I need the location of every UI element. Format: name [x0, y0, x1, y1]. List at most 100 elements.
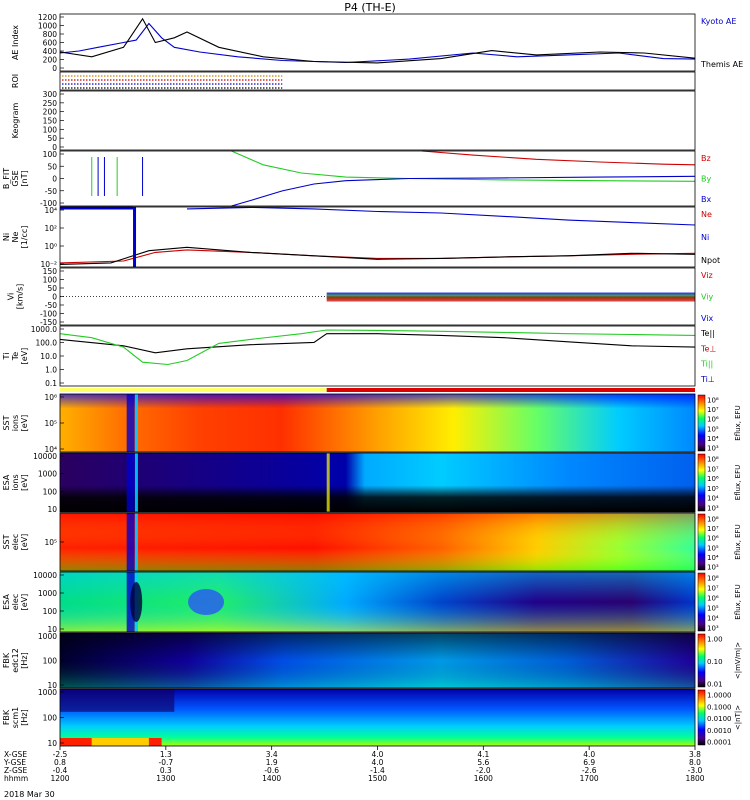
fbk-scm1-spectrogram: [60, 689, 695, 746]
b-fgs-yticks: 100 50 0 -50 -100: [40, 150, 64, 208]
sst-ions-feature-band: [134, 394, 138, 452]
fbk-scm1-yticks: 1000 100 10: [38, 688, 64, 748]
esa-ions-colorbar-tick: 10⁶: [707, 475, 719, 483]
density-line-ni: [186, 206, 696, 226]
fbk-edc12-colorbar-label: <|mV/m|>: [734, 642, 742, 679]
fbk-edc12-ytick-label: 10: [47, 681, 57, 690]
ae-index-ytick-label: 0: [52, 64, 57, 73]
fbk-scm1-ylabel-line: scm1: [11, 707, 20, 728]
fbk-scm1-ytick-label: 100: [43, 714, 58, 723]
keogram-ytick-label: 250: [43, 99, 58, 108]
temperature-ytick-label: 100.0: [36, 339, 58, 348]
fbk-edc12-colorbar-scale: [697, 633, 706, 688]
ae-index-series: [59, 17, 696, 64]
temperature-ylabel-line: [eV]: [20, 348, 29, 365]
sst-elec-colorbar-tick: 10⁵: [707, 544, 719, 552]
sst-ions-feature-band: [126, 394, 135, 452]
esa-ions-ytick-label: 10000: [33, 452, 57, 461]
x-axis-tick-label: 1.3: [160, 750, 172, 759]
b-fgs-legend: Bz By Bx: [701, 154, 711, 204]
fbk-edc12-colorbar-tick: 1.00: [707, 636, 723, 644]
temperature-yticks: 1000.0 100.0 10.0 1.0 0.1: [31, 325, 64, 388]
density-ytick-label: 10²: [44, 224, 57, 233]
keogram-ylabel: Keogram: [11, 102, 20, 138]
x-axis-row-label: hhmm: [4, 774, 28, 783]
x-axis-tick-label: 3.4: [266, 750, 278, 759]
esa-elec-ytick-label: 10: [47, 625, 57, 634]
b-fgs-line-by: [231, 150, 696, 182]
velocity-ytick-label: 50: [47, 284, 57, 293]
legend-velocity-entry: Viy: [701, 293, 714, 302]
esa-elec-frame: [59, 571, 696, 633]
plot-title: P4 (TH-E): [344, 1, 396, 14]
ae-index-ytick-label: 1000: [38, 22, 57, 31]
b-fgs-ytick-label: 0: [52, 175, 57, 184]
esa-ions-frame: [59, 452, 696, 513]
date-label: 2018 Mar 30: [4, 790, 55, 799]
sst-elec-colorbar-tick: 10⁷: [707, 525, 719, 533]
sst-elec-feature-band: [126, 513, 135, 571]
b-fgs-spikes: [91, 157, 144, 196]
ae-index-ytick-label: 1200: [38, 13, 57, 22]
velocity-ytick-label: 100: [43, 276, 58, 285]
fbk-scm1-colorbar-tick: 0.0001: [707, 739, 732, 747]
sst-ions-colorbar-tick: 10⁶: [707, 416, 719, 424]
density-ylabel-line: Ne: [11, 231, 20, 242]
fbk-scm1-colorbar-label: <|nT|>: [734, 705, 742, 730]
temperature-series: [59, 329, 696, 366]
x-axis-row-label: Z-GSE: [4, 766, 28, 775]
velocity-band-viz: [326, 296, 695, 302]
esa-elec-colorbar-tick: 10⁶: [707, 595, 719, 603]
fbk-scm1-colorbar-tick: 0.0010: [707, 727, 732, 735]
x-axis-tick-label: -0.4: [53, 766, 68, 775]
esa-elec-yticks: 10000 1000 100 10: [33, 571, 64, 634]
b-fgs-line-bz: [421, 150, 696, 166]
esa-elec-spectrogram: [60, 572, 695, 632]
keogram-ytick-label: 150: [43, 117, 58, 126]
fbk-scm1-ylabel-line: [Hz]: [20, 709, 29, 725]
sst-ions-spectrogram: [60, 394, 695, 452]
b-fgs-ytick-label: 100: [43, 150, 58, 159]
x-axis-tick-label: 1800: [685, 774, 704, 783]
esa-ions-spectrogram: [60, 453, 695, 512]
fbk-scm1-colorbar-scale: [697, 689, 706, 746]
region-bar-segment: [60, 388, 327, 392]
density-ylabel-line: Ni: [2, 233, 11, 241]
esa-ions-ytick-label: 10: [47, 505, 57, 514]
x-axis-tick-label: -0.7: [159, 758, 174, 767]
fbk-scm1-ytick-label: 10: [47, 739, 57, 748]
velocity-ytick-label: -50: [45, 301, 57, 310]
fbk-scm1-ylabel: FBK scm1 [Hz]: [2, 707, 29, 728]
esa-ions-ylabel: ESA ions [eV]: [2, 474, 29, 491]
ae-index-ylabel-line: AE Index: [11, 25, 20, 60]
fbk-scm1-colorbar-tick: 0.1000: [707, 703, 732, 711]
x-axis-tick-label: -1.4: [370, 766, 385, 775]
density-ytick-label: 10⁴: [44, 206, 57, 215]
fbk-edc12-yticks: 1000 100 10: [38, 632, 64, 690]
sst-elec-ytick-label: 10⁵: [44, 538, 57, 547]
x-axis-tick-label: 6.9: [583, 758, 595, 767]
fbk-edc12-ytick-label: 1000: [38, 632, 57, 641]
x-axis-tick-label: 0.3: [160, 766, 172, 775]
b-fgs-ylabel: B_FIT GSE [nT]: [2, 168, 29, 189]
sst-ions-colorbar-tick: 10⁸: [707, 397, 719, 405]
sst-ions-ytick-label: 10⁵: [44, 419, 57, 428]
sst-ions-fill: [60, 394, 695, 452]
ae-index-ytick-label: 800: [43, 30, 58, 39]
esa-ions-colorbar-tick: 10⁵: [707, 485, 719, 493]
density-yticks: 10⁴ 10² 10⁰ 10⁻²: [40, 206, 64, 269]
ae-index-line-themisae: [59, 17, 696, 64]
temperature-line-te: [59, 333, 696, 354]
sst-ions-ytick-label: 10⁴: [44, 445, 57, 454]
velocity-ytick-label: -150: [40, 318, 57, 327]
x-axis-tick-label: 4.0: [372, 758, 384, 767]
esa-ions-ylabel-line: [eV]: [20, 474, 29, 491]
temperature-ytick-label: 0.1: [45, 379, 57, 388]
sst-ions-colorbar-tick: 10⁵: [707, 425, 719, 433]
temperature-legend: Te|| Te⊥ Ti|| Ti⊥: [700, 329, 716, 384]
esa-ions-ylabel-line: ions: [11, 474, 20, 490]
legend-temperature-entry: Te||: [700, 329, 715, 338]
temperature-line-ti: [59, 329, 696, 366]
